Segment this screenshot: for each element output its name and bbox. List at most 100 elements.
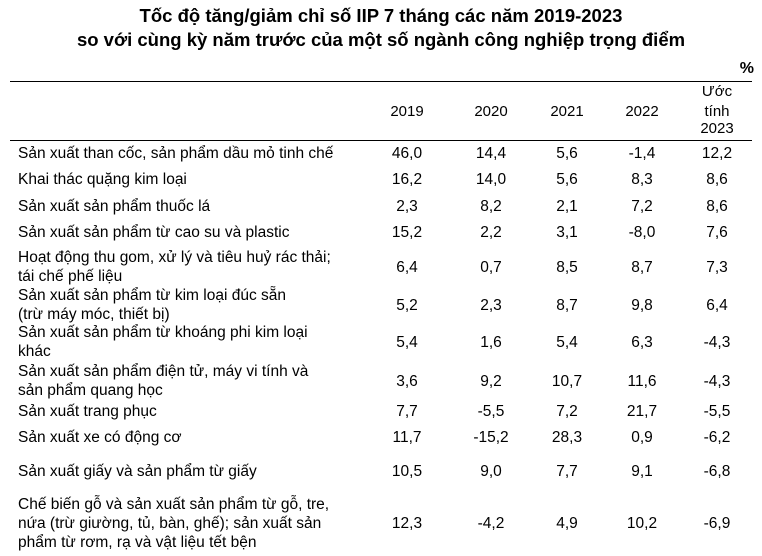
- row-value-estimate-2023: 8,6: [706, 198, 728, 215]
- header-bottom-rule: [10, 140, 752, 141]
- row-label-line: Sản xuất sản phẩm thuốc lá: [18, 198, 211, 215]
- row-label-line: Chế biến gỗ và sản xuất sản phẩm từ gỗ, …: [18, 496, 330, 513]
- row-label-line: Sản xuất sản phẩm từ kim loại đúc sẵn: [18, 287, 286, 304]
- row-value-2019: 7,7: [396, 403, 418, 420]
- row-value-2022: 6,3: [631, 334, 653, 351]
- row-label-line: Sản xuất trang phục: [18, 403, 157, 420]
- row-value-2022: 9,8: [631, 297, 653, 314]
- row-value-2021: 8,5: [556, 259, 578, 276]
- row-value-2021: 5,4: [556, 334, 578, 351]
- row-label-line: Sản xuất sản phẩm điện tử, máy vi tính v…: [18, 363, 309, 380]
- row-label-line: khác: [18, 343, 51, 360]
- row-label: Sản xuất trang phục: [18, 402, 370, 421]
- row-value-2020: -15,2: [473, 429, 509, 446]
- row-value-2019: 16,2: [391, 171, 423, 188]
- row-label-line: Sản xuất xe có động cơ: [18, 429, 182, 446]
- row-value-2022: -1,4: [628, 145, 656, 162]
- row-value-2020: 8,2: [480, 198, 502, 215]
- row-value-2022: 9,1: [631, 463, 653, 480]
- row-value-2020: 2,3: [480, 297, 502, 314]
- row-value-2020: 0,7: [480, 259, 502, 276]
- row-value-2022: 10,2: [626, 515, 658, 532]
- table-row: Sản xuất xe có động cơ 11,7 -15,2 28,3 0,9 -6…: [0, 428, 762, 447]
- table-row: Sản xuất sản phẩm điện tử, máy vi tính v…: [0, 362, 762, 400]
- table-row: Sản xuất trang phục 7,7 -5,5 7,2 21,7 -5,5: [0, 402, 762, 421]
- row-value-2019: 12,3: [391, 515, 423, 532]
- row-label: Sản xuất sản phẩm thuốc lá: [18, 197, 370, 216]
- row-value-2022: -8,0: [628, 224, 656, 241]
- row-label: Sản xuất giấy và sản phẩm từ giấy: [18, 462, 370, 481]
- table-row: Sản xuất sản phẩm từ cao su và plastic 15…: [0, 223, 762, 242]
- table-row: Sản xuất sản phẩm từ khoáng phi kim loại…: [0, 323, 762, 361]
- row-value-2020: -5,5: [477, 403, 505, 420]
- table-title-line-1: Tốc độ tăng/giảm chỉ số IIP 7 tháng các …: [139, 5, 623, 26]
- row-label: Sản xuất sản phẩm từ khoáng phi kim loại…: [18, 323, 370, 361]
- row-value-2021: 5,6: [556, 145, 578, 162]
- row-value-estimate-2023: 7,3: [706, 259, 728, 276]
- row-value-2021: 5,6: [556, 171, 578, 188]
- row-label: Sản xuất than cốc, sản phẩm dầu mỏ tinh …: [18, 144, 370, 163]
- row-value-estimate-2023: -6,9: [703, 515, 731, 532]
- row-label: Khai thác quặng kim loại: [18, 170, 370, 189]
- column-header-2022: 2022: [625, 103, 659, 120]
- row-label-line: Sản xuất giấy và sản phẩm từ giấy: [18, 463, 257, 480]
- row-value-2021: 28,3: [551, 429, 583, 446]
- row-label-line: Sản xuất than cốc, sản phẩm dầu mỏ tinh …: [18, 145, 334, 162]
- row-value-2021: 10,7: [551, 373, 583, 390]
- table-title-line-2: so với cùng kỳ năm trước của một số ngàn…: [76, 29, 686, 50]
- row-value-2020: 9,0: [480, 463, 502, 480]
- row-value-2022: 0,9: [631, 429, 653, 446]
- row-value-2019: 2,3: [396, 198, 418, 215]
- row-label-line: nứa (trừ giường, tủ, bàn, ghế); sản xuất…: [18, 515, 322, 532]
- row-value-estimate-2023: 7,6: [706, 224, 728, 241]
- table-row: Sản xuất than cốc, sản phẩm dầu mỏ tinh …: [0, 144, 762, 163]
- row-value-2021: 7,2: [556, 403, 578, 420]
- row-value-estimate-2023: -5,5: [703, 403, 731, 420]
- row-label: Sản xuất sản phẩm điện tử, máy vi tính v…: [18, 362, 370, 400]
- table-row: Hoạt động thu gom, xử lý và tiêu huỷ rác…: [0, 248, 762, 286]
- row-value-estimate-2023: 12,2: [701, 145, 733, 162]
- table-row: Chế biến gỗ và sản xuất sản phẩm từ gỗ, …: [0, 495, 762, 552]
- column-header-estimate-line-1: Ước: [701, 83, 733, 100]
- row-value-2022: 21,7: [626, 403, 658, 420]
- column-header-estimate-line-3: 2023: [700, 120, 734, 137]
- row-label-line: sản phẩm quang học: [18, 382, 163, 399]
- row-label: Sản xuất sản phẩm từ cao su và plastic: [18, 223, 370, 242]
- row-value-2020: 9,2: [480, 373, 502, 390]
- table-row: Sản xuất sản phẩm từ kim loại đúc sẵn (tr…: [0, 286, 762, 324]
- table-row: Sản xuất giấy và sản phẩm từ giấy 10,5 9,0…: [0, 462, 762, 481]
- row-value-2021: 3,1: [556, 224, 578, 241]
- row-label-line: (trừ máy móc, thiết bị): [18, 306, 170, 323]
- row-label: Sản xuất xe có động cơ: [18, 428, 370, 447]
- row-value-2019: 6,4: [396, 259, 418, 276]
- unit-label: %: [739, 60, 754, 77]
- column-header-estimate-line-2: tính: [704, 103, 730, 120]
- row-label-line: Khai thác quặng kim loại: [18, 171, 187, 188]
- row-value-2020: 14,4: [475, 145, 507, 162]
- row-value-estimate-2023: 6,4: [706, 297, 728, 314]
- row-value-estimate-2023: -6,2: [703, 429, 731, 446]
- row-value-2021: 4,9: [556, 515, 578, 532]
- row-value-2020: -4,2: [477, 515, 505, 532]
- row-value-2019: 10,5: [391, 463, 423, 480]
- row-value-2022: 8,3: [631, 171, 653, 188]
- row-label-line: Sản xuất sản phẩm từ cao su và plastic: [18, 224, 290, 241]
- row-label-line: Sản xuất sản phẩm từ khoáng phi kim loại: [18, 324, 308, 341]
- row-value-2019: 5,4: [396, 334, 418, 351]
- row-label-line: tái chế phế liệu: [18, 268, 123, 285]
- row-value-2022: 8,7: [631, 259, 653, 276]
- table-row: Sản xuất sản phẩm thuốc lá 2,3 8,2 2,1 7,2 8,…: [0, 197, 762, 216]
- row-label: Hoạt động thu gom, xử lý và tiêu huỷ rác…: [18, 248, 370, 286]
- row-value-2019: 46,0: [391, 145, 423, 162]
- column-header-2021: 2021: [550, 103, 584, 120]
- row-value-estimate-2023: -4,3: [703, 373, 731, 390]
- row-value-2021: 7,7: [556, 463, 578, 480]
- row-value-2019: 3,6: [396, 373, 418, 390]
- row-label: Chế biến gỗ và sản xuất sản phẩm từ gỗ, …: [18, 495, 370, 552]
- row-value-estimate-2023: -6,8: [703, 463, 731, 480]
- table-row: Khai thác quặng kim loại 16,2 14,0 5,6 8,3 8,…: [0, 170, 762, 189]
- header-top-rule: [10, 81, 752, 82]
- row-value-2021: 2,1: [556, 198, 578, 215]
- row-value-estimate-2023: -4,3: [703, 334, 731, 351]
- row-value-2021: 8,7: [556, 297, 578, 314]
